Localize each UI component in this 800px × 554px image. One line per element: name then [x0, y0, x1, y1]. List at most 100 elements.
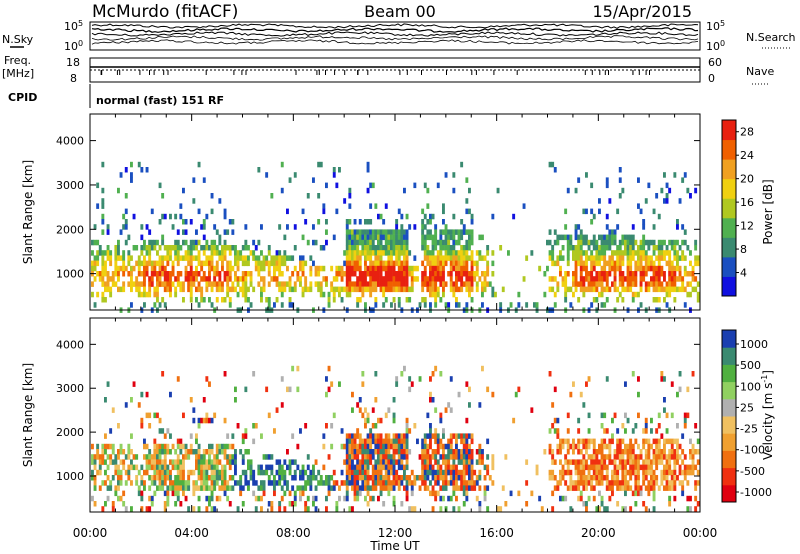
data-cell — [143, 480, 146, 486]
data-cell — [304, 480, 308, 486]
data-cell — [366, 250, 370, 256]
data-cell — [647, 443, 651, 450]
data-cell — [377, 449, 380, 455]
data-cell — [267, 250, 271, 256]
data-cell — [421, 208, 425, 215]
data-cell — [384, 271, 388, 277]
data-cell — [431, 291, 435, 298]
data-cell — [590, 271, 594, 277]
data-cell — [377, 234, 380, 241]
data-cell — [686, 506, 690, 512]
data-cell — [397, 229, 401, 235]
data-cell — [665, 245, 669, 251]
data-cell — [156, 475, 159, 481]
data-cell — [460, 260, 464, 267]
data-cell — [169, 291, 172, 298]
data-cell — [683, 454, 687, 460]
data-cell — [561, 438, 565, 445]
data-cell — [241, 260, 245, 267]
data-cell — [585, 501, 588, 507]
data-cell — [449, 265, 453, 272]
data-cell — [366, 229, 370, 235]
data-cell — [465, 265, 469, 272]
data-cell — [452, 250, 456, 256]
data-cell — [210, 417, 214, 424]
data-cell — [249, 464, 253, 471]
data-cell — [145, 224, 149, 230]
data-cell — [366, 480, 370, 486]
data-cell — [210, 245, 214, 251]
data-cell — [652, 454, 656, 460]
data-cell — [457, 433, 461, 439]
data-cell — [205, 506, 209, 512]
data-cell — [462, 501, 466, 507]
data-cell — [421, 459, 425, 465]
data-cell — [442, 265, 445, 272]
data-cell — [98, 454, 102, 460]
data-cell — [553, 459, 557, 465]
data-cell — [304, 501, 308, 507]
data-cell — [644, 250, 648, 256]
data-cell — [106, 443, 110, 450]
data-cell — [559, 475, 562, 481]
data-cell — [598, 506, 601, 512]
data-cell — [403, 187, 406, 194]
data-cell — [158, 281, 162, 287]
data-cell — [577, 177, 581, 183]
data-cell — [215, 281, 219, 287]
data-cell — [429, 397, 432, 403]
data-cell — [569, 480, 573, 486]
data-cell — [678, 286, 682, 293]
data-cell — [611, 480, 614, 486]
data-cell — [288, 459, 292, 465]
data-cell — [361, 229, 365, 235]
data-cell — [611, 433, 614, 439]
data-cell — [221, 475, 224, 481]
data-cell — [572, 276, 575, 282]
data-cell — [202, 417, 206, 424]
nsky-series-line — [91, 39, 699, 45]
data-cell — [327, 297, 331, 303]
data-cell — [288, 501, 292, 507]
data-cell — [397, 454, 401, 460]
data-cell — [369, 459, 373, 465]
data-cell — [176, 464, 180, 471]
data-cell — [270, 464, 274, 471]
data-cell — [387, 485, 391, 491]
data-cell — [585, 255, 588, 261]
data-cell — [577, 485, 581, 491]
data-cell — [668, 485, 672, 491]
data-cell — [582, 260, 586, 267]
data-cell — [187, 506, 191, 512]
data-cell — [187, 475, 191, 481]
data-cell — [546, 239, 549, 246]
data-cell — [566, 260, 570, 267]
data-cell — [96, 250, 100, 256]
data-cell — [104, 459, 107, 465]
data-cell — [618, 438, 622, 445]
data-cell — [353, 454, 357, 460]
data-cell — [455, 286, 458, 293]
data-cell — [390, 271, 393, 277]
data-cell — [127, 250, 131, 256]
data-cell — [335, 208, 339, 215]
data-cell — [465, 286, 469, 293]
data-cell — [150, 454, 154, 460]
data-cell — [228, 219, 232, 225]
data-cell — [166, 250, 170, 256]
data-cell — [158, 464, 162, 471]
data-cell — [595, 475, 599, 481]
data-cell — [140, 234, 144, 241]
data-cell — [670, 286, 674, 293]
data-cell — [392, 412, 396, 419]
data-cell — [585, 172, 588, 178]
data-cell — [226, 433, 230, 439]
data-cell — [104, 443, 107, 450]
data-cell — [304, 506, 308, 512]
data-cell — [197, 250, 201, 256]
data-cell — [605, 443, 609, 450]
data-cell — [366, 438, 370, 445]
data-cell — [676, 443, 679, 450]
data-cell — [405, 495, 409, 502]
data-cell — [569, 485, 573, 491]
